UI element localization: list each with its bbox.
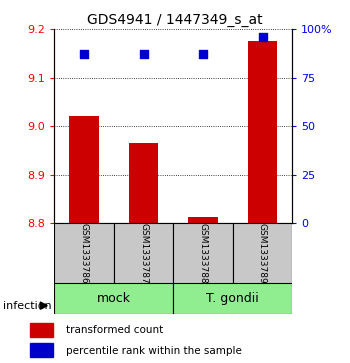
Point <box>200 52 206 57</box>
Bar <box>69 117 99 223</box>
Point <box>81 52 87 57</box>
Text: GSM1333789: GSM1333789 <box>258 223 267 284</box>
Point <box>260 34 265 40</box>
Text: mock: mock <box>97 292 131 305</box>
Text: infection: infection <box>4 301 52 311</box>
Text: T. gondii: T. gondii <box>206 292 259 305</box>
Text: GSM1333786: GSM1333786 <box>79 223 89 284</box>
Bar <box>30 323 53 338</box>
Bar <box>114 223 173 283</box>
Bar <box>54 223 114 283</box>
Bar <box>188 217 218 223</box>
Bar <box>30 343 53 357</box>
Bar <box>248 41 277 223</box>
Bar <box>173 283 292 314</box>
Text: percentile rank within the sample: percentile rank within the sample <box>66 346 242 356</box>
Text: transformed count: transformed count <box>66 325 163 335</box>
Text: GSM1333788: GSM1333788 <box>198 223 208 284</box>
Text: GSM1333787: GSM1333787 <box>139 223 148 284</box>
Bar <box>129 143 158 223</box>
Text: GDS4941 / 1447349_s_at: GDS4941 / 1447349_s_at <box>87 13 263 27</box>
Point <box>141 52 146 57</box>
Bar <box>54 283 173 314</box>
Bar <box>233 223 292 283</box>
Bar <box>173 223 233 283</box>
Polygon shape <box>40 302 47 309</box>
